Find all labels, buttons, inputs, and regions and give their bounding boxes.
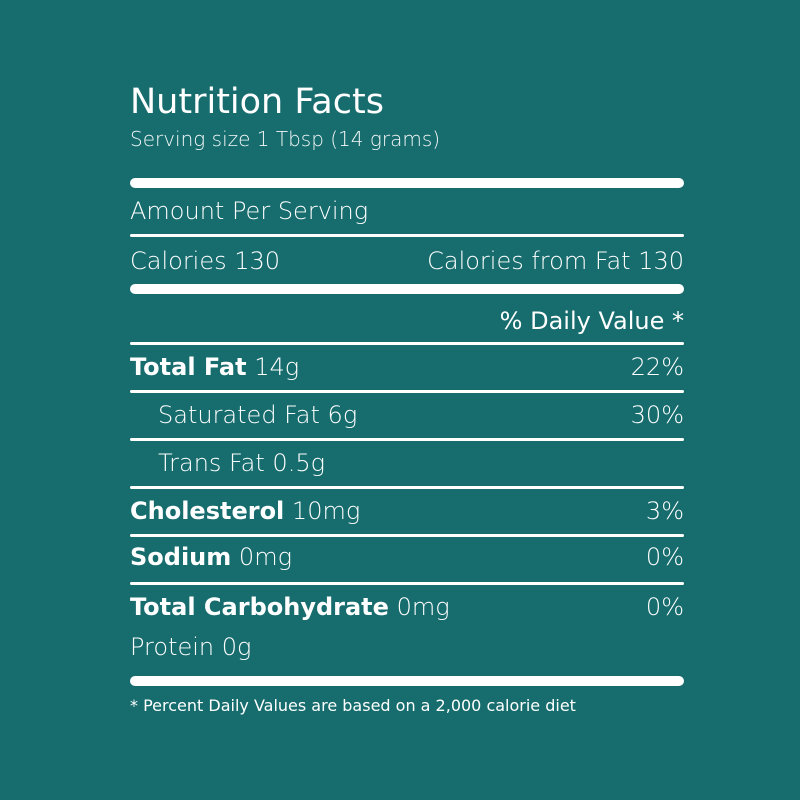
thick-divider-middle (130, 284, 684, 294)
nutrient-dv: 30% (630, 401, 684, 429)
calories-from-fat: Calories from Fat 130 (427, 247, 684, 275)
footnote: * Percent Daily Values are based on a 2,… (130, 696, 576, 715)
nutrient-name: Sodium (130, 543, 232, 571)
nutrient-row-sodium: Sodium 0mg 0% (130, 540, 684, 574)
amount-per-serving: Amount Per Serving (130, 197, 369, 225)
nutrient-amount: 0mg (396, 593, 450, 621)
serving-size: Serving size 1 Tbsp (14 grams) (130, 127, 441, 151)
nutrient-dv: 3% (645, 497, 684, 525)
nutrient-amount: 0mg (238, 543, 292, 571)
nutrient-name: Saturated Fat (158, 401, 320, 429)
nutrient-dv: 22% (630, 353, 684, 381)
nutrient-dv: 0% (645, 543, 684, 571)
thin-divider (130, 486, 684, 489)
nutrient-amount: 0g (221, 633, 252, 661)
nutrient-name: Trans Fat (158, 449, 265, 477)
nutrient-dv: 0% (645, 593, 684, 621)
nutrient-row-saturated-fat: Saturated Fat 6g 30% (130, 398, 684, 432)
nutrient-row-protein: Protein 0g (130, 630, 684, 664)
nutrient-name: Total Carbohydrate (130, 593, 389, 621)
nutrition-label: Nutrition Facts Serving size 1 Tbsp (14 … (130, 0, 684, 800)
nutrient-amount: 10mg (291, 497, 361, 525)
thin-divider (130, 534, 684, 537)
label-title: Nutrition Facts (130, 82, 384, 122)
nutrient-name: Total Fat (130, 353, 247, 381)
thin-divider (130, 342, 684, 345)
nutrient-row-cholesterol: Cholesterol 10mg 3% (130, 494, 684, 528)
nutrient-row-total-carbohydrate: Total Carbohydrate 0mg 0% (130, 590, 684, 624)
thin-divider (130, 390, 684, 393)
calories: Calories 130 (130, 247, 281, 275)
nutrient-amount: 14g (254, 353, 300, 381)
nutrient-row-trans-fat: Trans Fat 0.5g (130, 446, 684, 480)
amount-per-serving-row: Amount Per Serving (130, 194, 684, 228)
thick-divider-top (130, 178, 684, 188)
nutrient-row-total-fat: Total Fat 14g 22% (130, 350, 684, 384)
nutrient-name: Cholesterol (130, 497, 285, 525)
daily-value-header: % Daily Value * (499, 307, 684, 335)
nutrient-name: Protein (130, 633, 215, 661)
thin-divider (130, 438, 684, 441)
nutrient-amount: 0.5g (272, 449, 325, 477)
nutrient-amount: 6g (327, 401, 358, 429)
calories-row: Calories 130 Calories from Fat 130 (130, 244, 684, 278)
thick-divider-bottom (130, 676, 684, 686)
thin-divider (130, 582, 684, 585)
thin-divider (130, 234, 684, 237)
